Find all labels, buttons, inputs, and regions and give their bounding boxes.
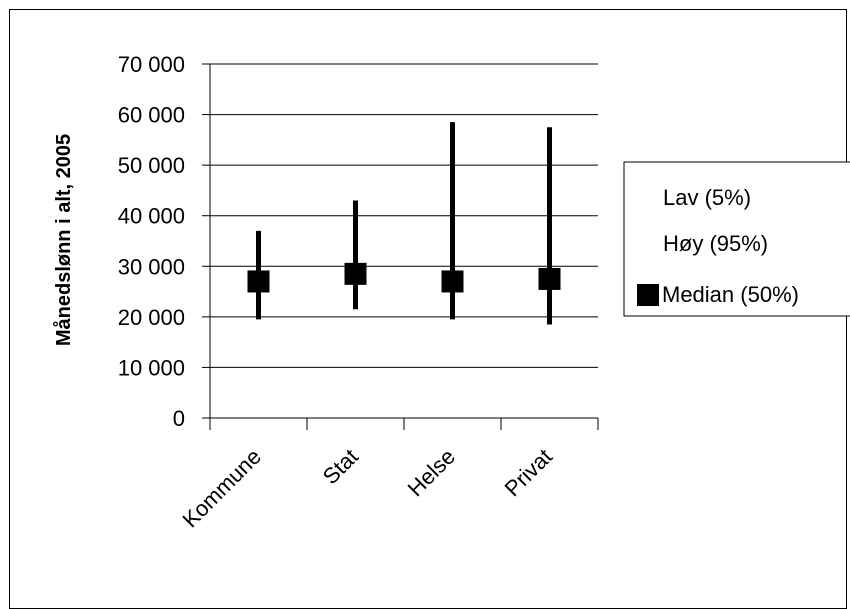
y-tick-label: 20 000 <box>118 305 185 330</box>
x-tick-label: Helse <box>403 444 460 501</box>
median-marker <box>538 267 561 290</box>
median-marker <box>441 270 464 293</box>
y-tick-label: 70 000 <box>118 52 185 77</box>
y-tick-label: 0 <box>173 406 185 431</box>
chart: 0 10 000 20 000 30 000 40 000 50 000 60 000 70 … <box>52 52 850 533</box>
y-tick-label: 60 000 <box>118 103 185 128</box>
y-tick-label: 50 000 <box>118 153 185 178</box>
legend-entry-high: Høy (95%) <box>663 231 768 256</box>
x-tick-label: Kommune <box>177 444 266 533</box>
median-marker <box>344 262 367 285</box>
legend-median-marker <box>637 284 659 306</box>
y-tick-label: 40 000 <box>118 204 185 229</box>
x-tick-label: Privat <box>500 444 557 501</box>
gridlines <box>202 63 598 419</box>
legend-entry-low: Lav (5%) <box>663 185 751 210</box>
y-tick-label: 10 000 <box>118 355 185 380</box>
y-axis-title: Månedslønn i alt, 2005 <box>52 134 75 346</box>
axes <box>209 64 599 430</box>
hi-lo-lines <box>256 122 552 325</box>
median-markers <box>247 262 561 293</box>
x-axis-tick-labels: Kommune Stat Helse Privat <box>177 444 557 533</box>
legend-entry-median: Median (50%) <box>662 282 799 307</box>
legend: Lav (5%) Høy (95%) Median (50%) <box>623 161 850 317</box>
x-tick-label: Stat <box>318 444 363 489</box>
median-marker <box>247 270 270 293</box>
y-tick-label: 30 000 <box>118 254 185 279</box>
legend-box <box>623 161 850 317</box>
y-axis-tick-labels: 0 10 000 20 000 30 000 40 000 50 000 60 000 70 … <box>118 52 185 431</box>
